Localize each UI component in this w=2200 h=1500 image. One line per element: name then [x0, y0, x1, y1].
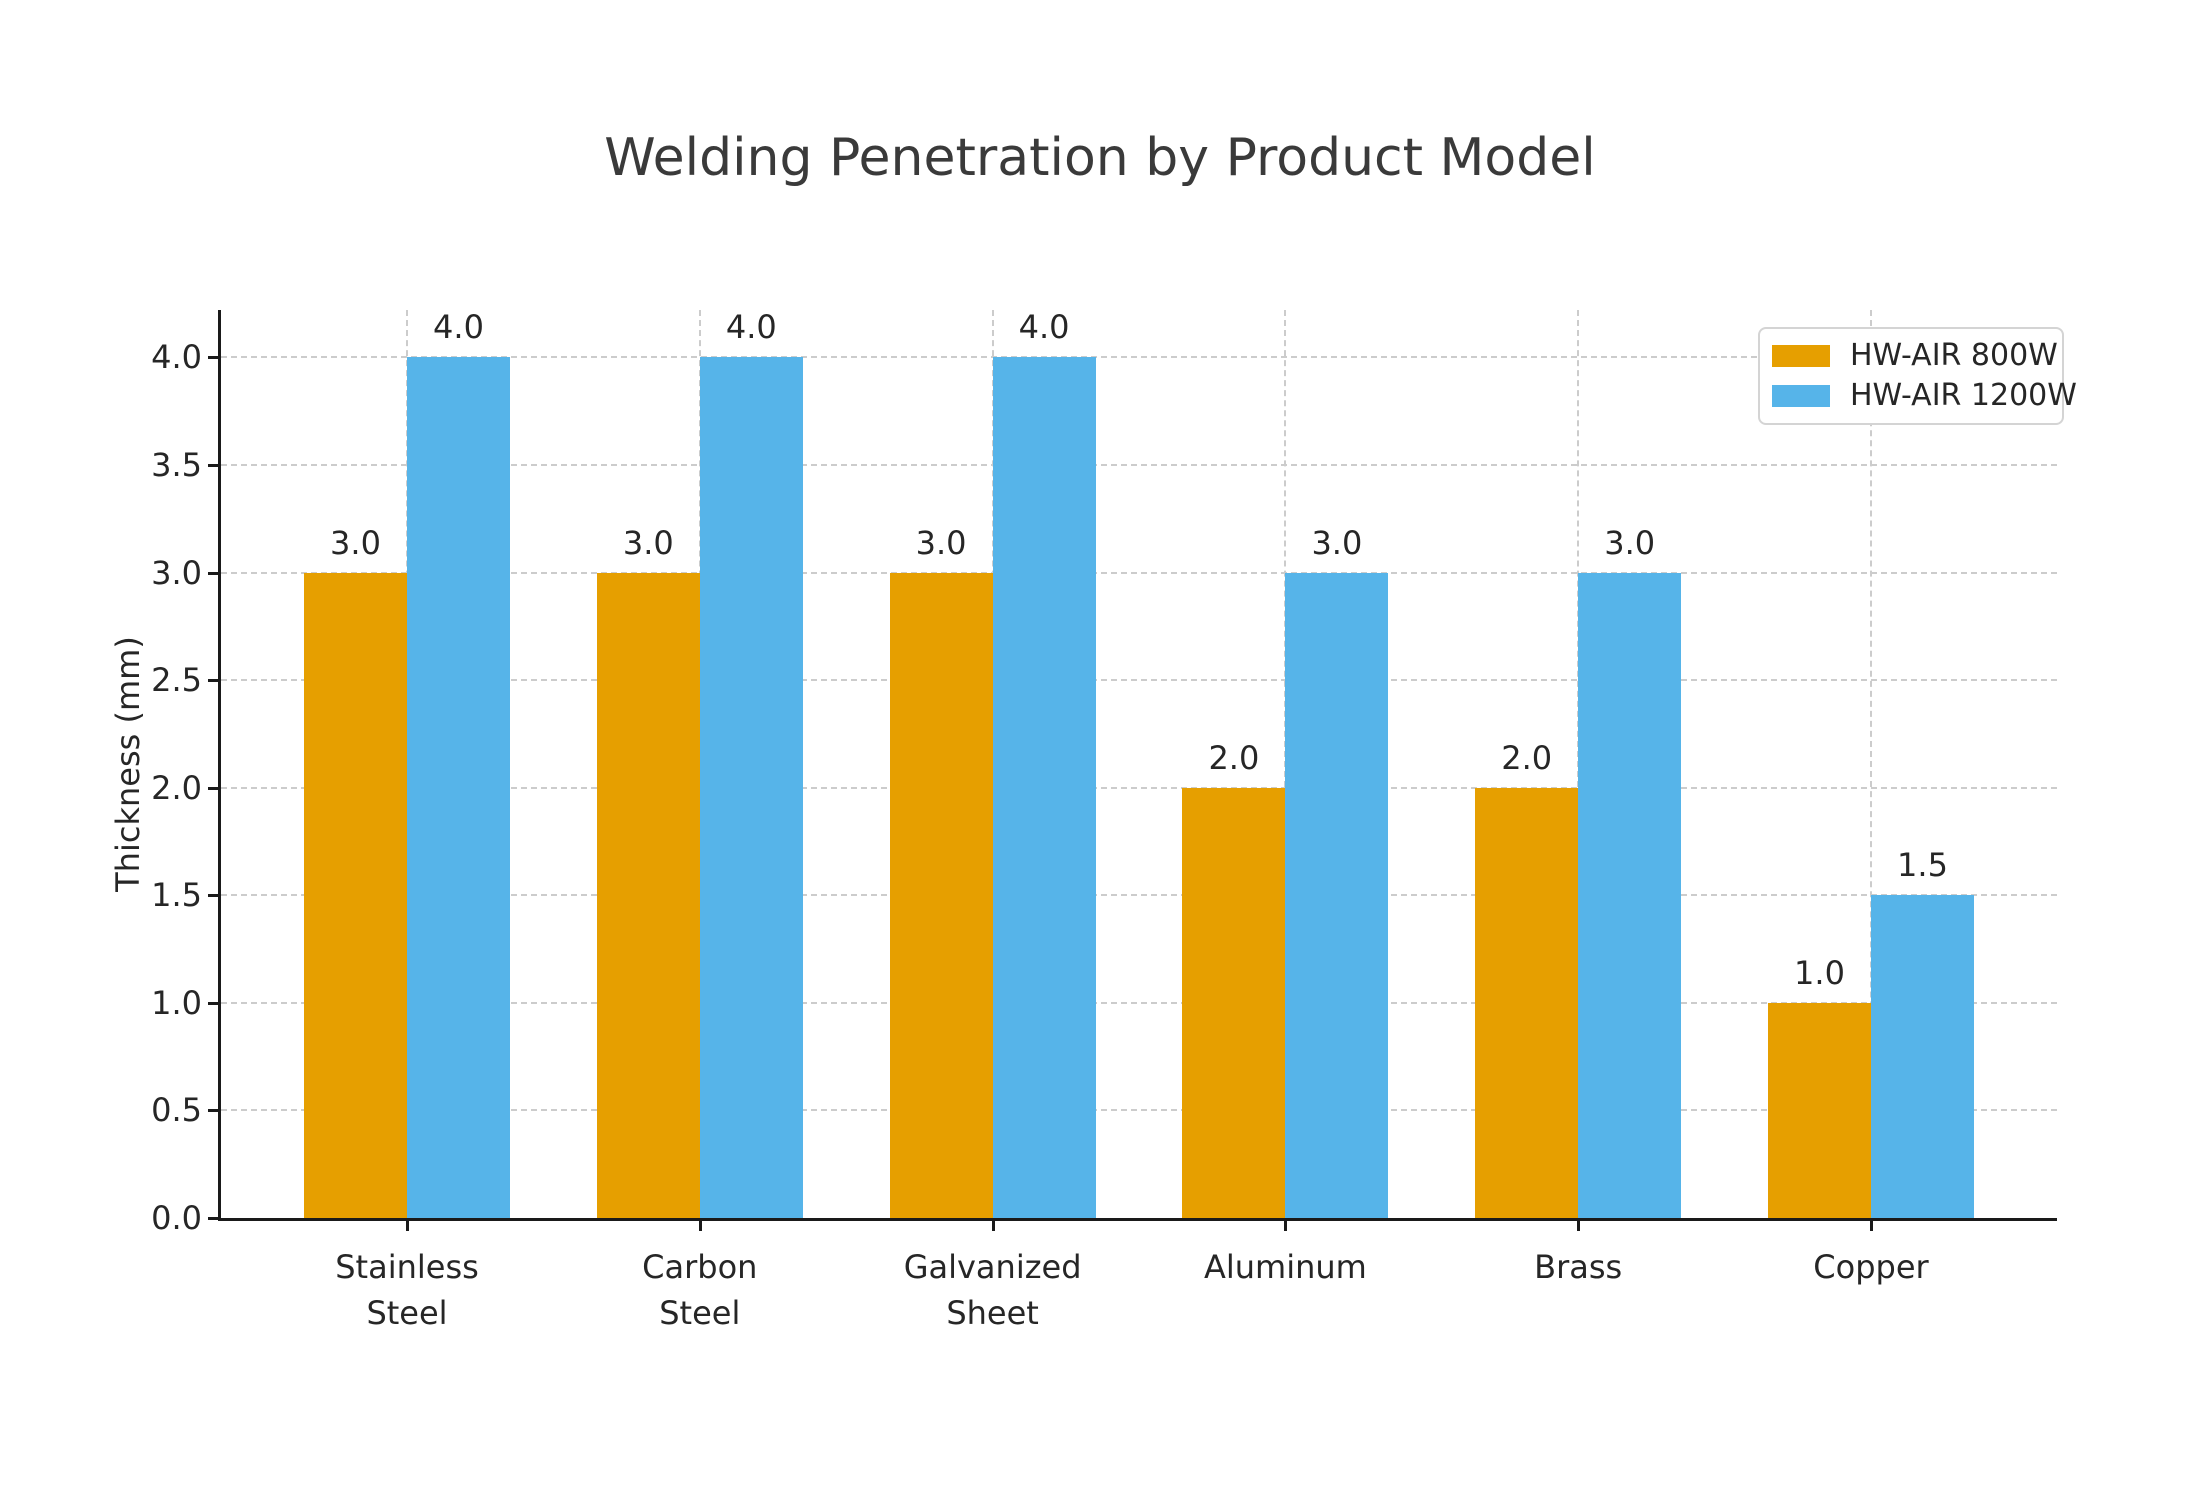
bar-hw-air-1200w	[407, 357, 510, 1218]
x-category-label: Aluminum	[1203, 1248, 1367, 1286]
legend-swatch-1200w	[1772, 385, 1830, 407]
vertical-gridline	[1870, 310, 1872, 1218]
bar-value-label: 2.0	[1501, 738, 1553, 777]
x-category-label: Galvanized Sheet	[903, 1248, 1082, 1332]
y-tick-label: 4.0	[151, 338, 202, 377]
legend-item: HW-AIR 1200W	[1772, 379, 2077, 413]
y-axis-spine	[218, 310, 221, 1221]
bar-value-label: 3.0	[622, 523, 674, 562]
y-tick-mark	[208, 1217, 218, 1220]
y-tick-mark	[208, 679, 218, 683]
legend-swatch-800w	[1772, 345, 1830, 367]
y-tick-label: 1.5	[151, 876, 202, 915]
y-tick-label: 1.0	[151, 983, 202, 1022]
y-tick-label: 2.0	[151, 768, 202, 807]
x-tick-mark	[1284, 1221, 1288, 1231]
y-tick-mark	[208, 356, 218, 360]
horizontal-gridline	[221, 679, 2057, 682]
x-tick-mark	[406, 1221, 409, 1231]
bar-value-label: 4.0	[725, 308, 777, 347]
legend-label: HW-AIR 800W	[1850, 338, 2058, 373]
bar-hw-air-800w	[1182, 787, 1286, 1218]
horizontal-gridline	[221, 571, 2057, 574]
y-tick-mark	[208, 894, 218, 898]
legend: HW-AIR 800W HW-AIR 1200W	[1758, 327, 2077, 425]
bar-value-label: 3.0	[1311, 523, 1363, 562]
x-category-label: Carbon Steel	[642, 1248, 758, 1332]
horizontal-gridline	[221, 1001, 2057, 1004]
x-category-label: Stainless Steel	[335, 1248, 479, 1332]
bar-hw-air-800w	[1475, 787, 1579, 1218]
x-category-label: Copper	[1813, 1248, 1929, 1286]
bar-value-label: 3.0	[1604, 523, 1656, 562]
y-tick-mark	[208, 463, 218, 467]
bar-hw-air-1200w	[1578, 572, 1682, 1218]
x-tick-mark	[698, 1221, 702, 1231]
bar-value-label: 1.5	[1897, 846, 1948, 885]
bar-hw-air-1200w	[992, 357, 1096, 1218]
x-tick-mark	[1870, 1221, 1873, 1231]
bar-value-label: 2.0	[1208, 738, 1260, 777]
x-tick-mark	[1577, 1221, 1581, 1231]
legend-label: HW-AIR 1200W	[1850, 378, 2077, 413]
y-tick-mark	[208, 571, 218, 575]
bar-value-label: 1.0	[1794, 953, 1845, 992]
y-tick-label: 3.5	[151, 445, 202, 484]
y-tick-mark	[208, 1109, 218, 1113]
horizontal-gridline	[221, 356, 2057, 359]
y-tick-label: 2.5	[151, 661, 202, 700]
bar-value-label: 3.0	[915, 523, 967, 562]
bar-value-label: 4.0	[433, 308, 484, 347]
bar-hw-air-1200w	[699, 357, 803, 1218]
x-category-label: Brass	[1534, 1248, 1623, 1286]
bar-hw-air-800w	[304, 572, 407, 1218]
bar-hw-air-800w	[1768, 1002, 1871, 1218]
bar-value-label: 4.0	[1018, 308, 1070, 347]
y-tick-label: 3.0	[151, 553, 202, 592]
bar-hw-air-1200w	[1285, 572, 1389, 1218]
horizontal-gridline	[221, 1109, 2057, 1112]
bar-value-label: 3.0	[330, 523, 381, 562]
y-tick-mark	[208, 1001, 218, 1005]
bar-hw-air-1200w	[1871, 895, 1974, 1218]
bar-hw-air-800w	[889, 572, 993, 1218]
horizontal-gridline	[221, 463, 2057, 466]
bar-hw-air-800w	[596, 572, 700, 1218]
chart-title: Welding Penetration by Product Model	[604, 128, 1596, 188]
x-tick-mark	[991, 1221, 995, 1231]
x-axis-spine	[218, 1218, 2057, 1221]
horizontal-gridline	[221, 786, 2057, 789]
horizontal-gridline	[221, 894, 2057, 897]
legend-item: HW-AIR 800W	[1772, 339, 2058, 373]
y-tick-mark	[208, 786, 218, 790]
y-tick-label: 0.5	[151, 1091, 202, 1130]
y-tick-label: 0.0	[151, 1199, 202, 1237]
